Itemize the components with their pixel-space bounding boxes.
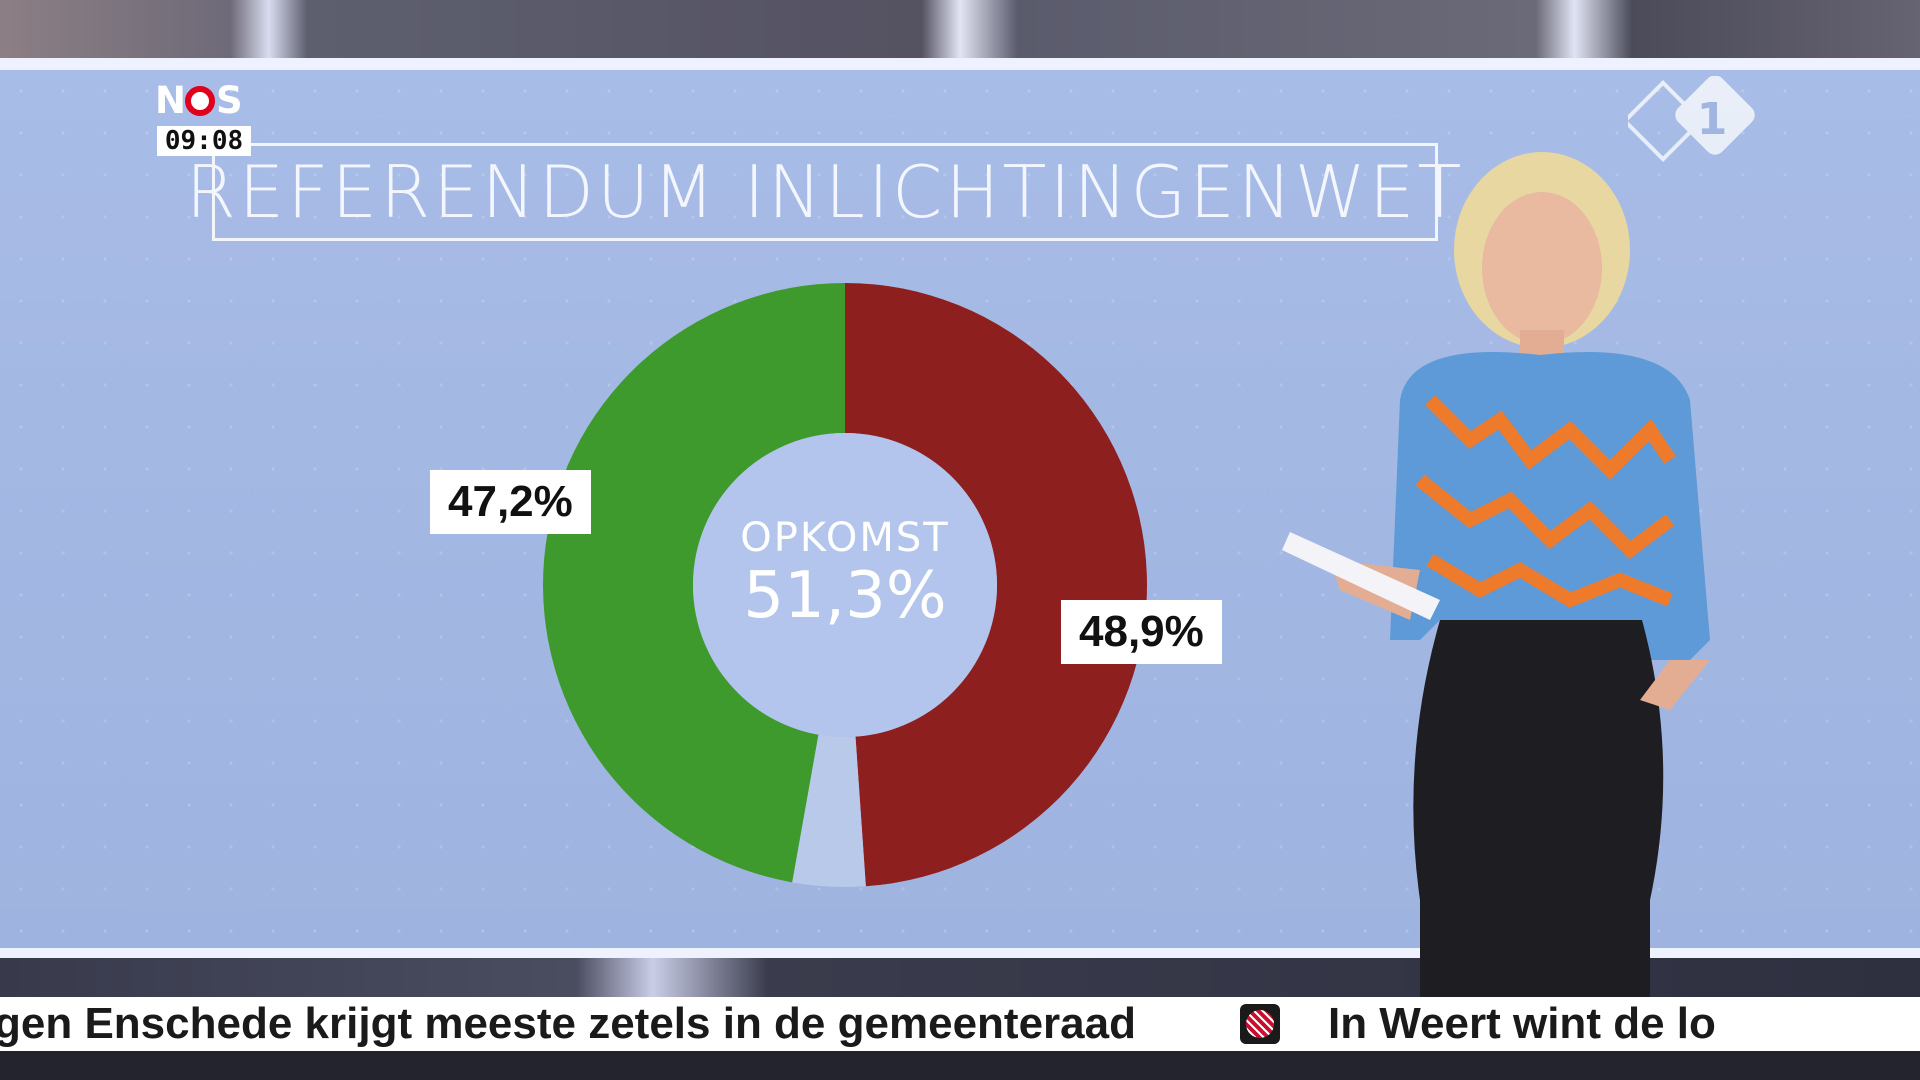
broadcast-clock: 09:08 <box>157 126 251 156</box>
donut-slice-2 <box>543 283 845 883</box>
donut-slice-1 <box>792 734 866 887</box>
svg-text:1: 1 <box>1697 94 1728 145</box>
slice-label-tegen: 47,2% <box>430 470 591 534</box>
ticker-item: gen Enschede krijgt meeste zetels in de … <box>0 999 1136 1048</box>
slice-label-voor: 48,9% <box>1061 600 1222 664</box>
news-ticker-icon <box>1239 1004 1280 1044</box>
turnout-label: OPKOMST 51,3% <box>695 515 995 633</box>
donut-hole <box>693 433 997 737</box>
donut-slice-0 <box>845 283 1147 887</box>
npo-1-icon: 1 <box>1628 76 1755 163</box>
chart-title: REFERENDUM INLICHTINGENWET <box>185 150 1465 234</box>
turnout-title: OPKOMST <box>740 515 950 561</box>
studio-floor <box>0 1051 1920 1080</box>
news-ticker: gen Enschede krijgt meeste zetels in de … <box>0 997 1920 1051</box>
turnout-value: 51,3% <box>743 559 947 633</box>
ticker-item: In Weert wint de lo <box>1327 999 1716 1048</box>
chart-title-box: REFERENDUM INLICHTINGENWET <box>186 143 1461 241</box>
presenter <box>1282 152 1710 1000</box>
